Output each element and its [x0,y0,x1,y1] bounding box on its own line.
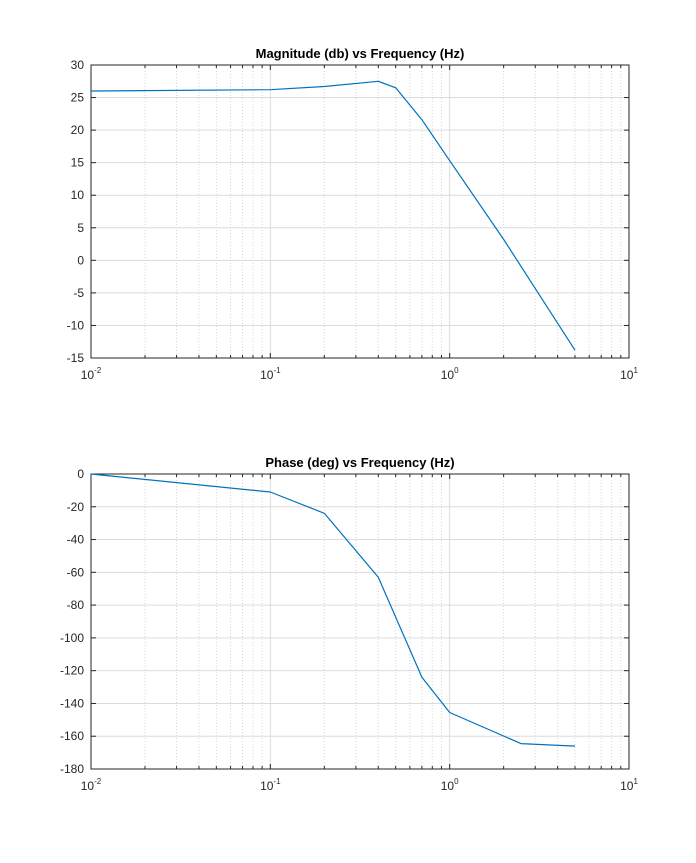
phase-title: Phase (deg) vs Frequency (Hz) [265,455,454,470]
magnitude-x-tick-label: 10-1 [260,366,281,382]
phase-y-tick-label: -60 [67,565,85,579]
phase-x-tick-label: 101 [620,777,638,793]
phase-x-tick-label: 100 [441,777,459,793]
magnitude-y-tick-label: 25 [71,91,85,105]
phase-y-tick-label: -80 [67,598,85,612]
magnitude-y-tick-label: -15 [67,351,85,365]
magnitude-x-tick-label: 100 [441,366,459,382]
phase-y-tick-label: -160 [60,729,84,743]
magnitude-plot: 10-2 10-1 100 101 30 25 20 15 10 5 0 -5 -10 -15 Magnit… [67,46,639,382]
phase-y-tick-label: -180 [60,762,84,776]
magnitude-y-tick-label: 20 [71,123,85,137]
phase-plot-area [91,474,629,769]
phase-y-tick-label: -40 [67,533,85,547]
phase-axes-box [90,473,630,770]
magnitude-y-tick-label: -5 [73,286,84,300]
magnitude-series-line [90,80,576,351]
phase-x-tick-label: 10-1 [260,777,281,793]
phase-y-tick-label: -140 [60,696,84,710]
magnitude-y-tick-label: -10 [67,318,85,332]
magnitude-x-tick-label: 10-2 [81,366,102,382]
phase-x-tick-label: 10-2 [81,777,102,793]
phase-y-tick-label: 0 [77,467,84,481]
magnitude-axes-box [90,64,630,359]
phase-y-tick-label: -120 [60,664,84,678]
phase-plot: 10-2 10-1 100 101 0 -20 -40 -60 -80 -100 -120 -140 -… [60,455,638,793]
magnitude-y-tick-label: 15 [71,156,85,170]
magnitude-title: Magnitude (db) vs Frequency (Hz) [256,46,465,61]
magnitude-y-tick-label: 30 [71,58,85,72]
phase-y-tick-label: -100 [60,631,84,645]
magnitude-y-tick-label: 10 [71,188,85,202]
phase-series-line [90,473,576,747]
magnitude-plot-area [91,65,629,358]
magnitude-y-tick-label: 5 [77,221,84,235]
phase-y-tick-label: -20 [67,500,85,514]
magnitude-x-tick-label: 101 [620,366,638,382]
magnitude-y-tick-label: 0 [77,253,84,267]
